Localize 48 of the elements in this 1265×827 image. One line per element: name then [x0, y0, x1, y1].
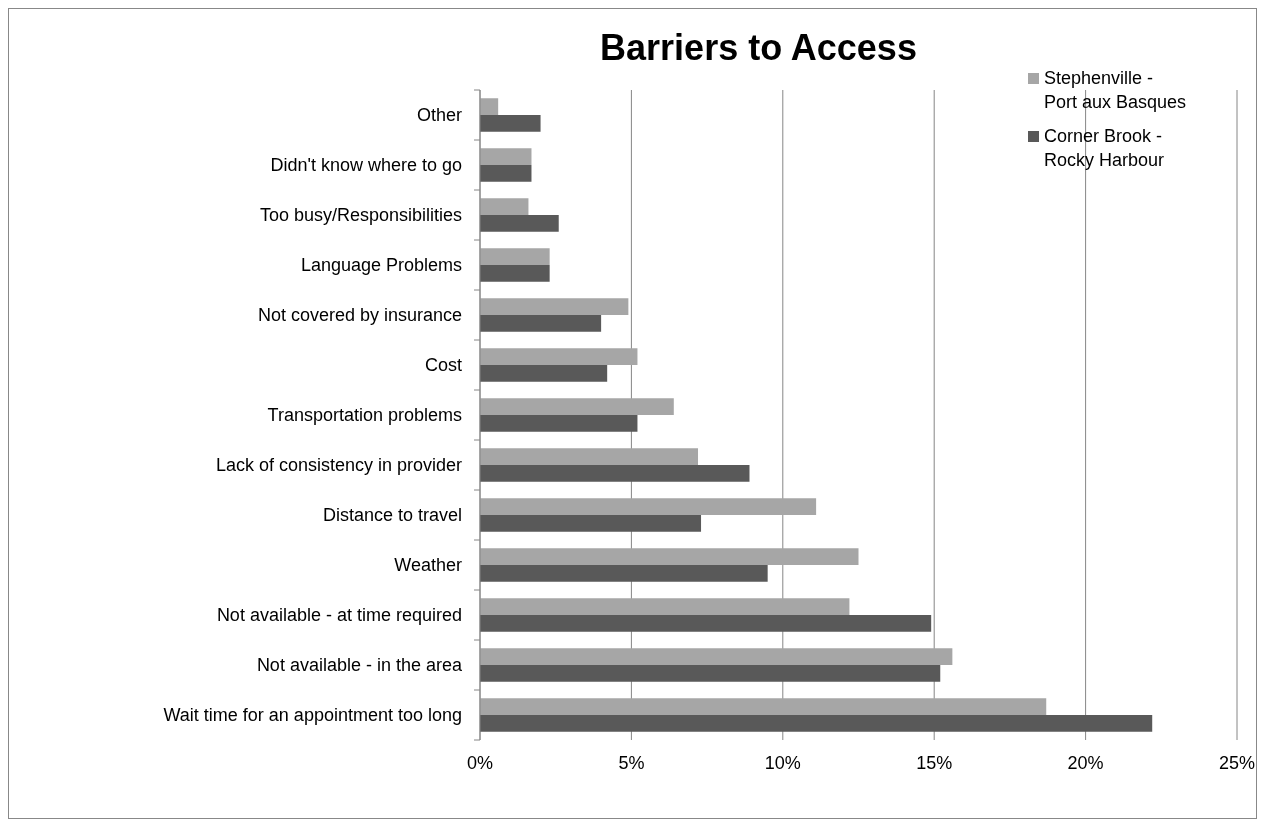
bar: [480, 448, 699, 465]
x-tick-label: 5%: [618, 753, 645, 773]
x-tick-label: 20%: [1067, 753, 1104, 773]
y-tick-label: Transportation problems: [267, 405, 462, 425]
bar: [480, 298, 629, 315]
bar: [480, 365, 608, 382]
bar: [480, 565, 768, 582]
bar: [480, 498, 817, 515]
bar: [480, 665, 941, 682]
bar: [480, 598, 850, 615]
y-tick-label: Didn't know where to go: [270, 155, 462, 175]
bar: [480, 715, 1153, 732]
x-tick-label: 25%: [1218, 753, 1256, 773]
bar: [480, 398, 674, 415]
legend-label: Corner Brook - Rocky Harbour: [1044, 126, 1165, 170]
bar: [480, 148, 532, 165]
x-tick-label: 0%: [466, 753, 494, 773]
y-tick-label: Distance to travel: [322, 505, 462, 525]
bar: [480, 248, 550, 265]
bar: [480, 465, 750, 482]
y-tick-label: Not available - in the area: [256, 655, 463, 675]
bar: [480, 165, 532, 182]
bar: [480, 348, 638, 365]
bar: [480, 115, 541, 132]
bar: [480, 198, 529, 215]
bar: [480, 265, 550, 282]
y-tick-label: Cost: [424, 355, 462, 375]
bar: [480, 648, 953, 665]
bar: [480, 415, 638, 432]
chart-title: Barriers to Access: [600, 27, 917, 68]
bar: [480, 548, 859, 565]
bar: [480, 215, 559, 232]
y-tick-label: Too busy/Responsibilities: [259, 205, 462, 225]
y-tick-label: Other: [416, 105, 462, 125]
bar: [480, 98, 499, 115]
y-tick-label: Weather: [394, 555, 462, 575]
bar: [480, 615, 932, 632]
y-tick-label: Wait time for an appointment too long: [163, 705, 462, 725]
y-tick-label: Not covered by insurance: [257, 305, 462, 325]
y-tick-label: Language Problems: [300, 255, 462, 275]
bar: [480, 315, 602, 332]
y-tick-label: Not available - at time required: [216, 605, 462, 625]
y-tick-label: Lack of consistency in provider: [215, 455, 462, 475]
bar: [480, 698, 1047, 715]
legend-label: Stephenville - Port aux Basques: [1044, 68, 1187, 112]
x-tick-label: 15%: [916, 753, 953, 773]
bar: [480, 515, 702, 532]
x-tick-label: 10%: [764, 753, 801, 773]
